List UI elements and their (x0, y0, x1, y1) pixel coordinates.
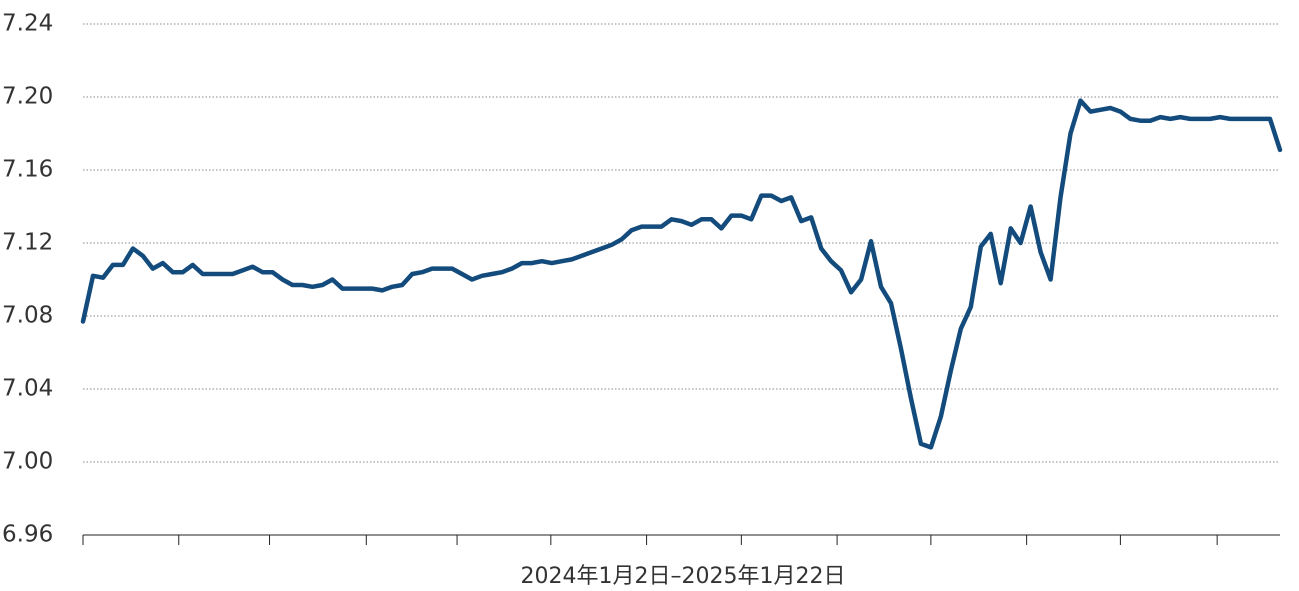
y-tick-label: 7.24 (2, 11, 53, 37)
x-axis-label: 2024年1月2日–2025年1月22日 (521, 564, 846, 589)
y-tick-label: 7.16 (2, 157, 53, 183)
y-tick-label: 7.12 (2, 230, 53, 256)
y-tick-label: 7.08 (2, 303, 53, 329)
y-tick-label: 6.96 (2, 522, 53, 548)
y-tick-label: 7.04 (2, 376, 53, 402)
y-tick-label: 7.00 (2, 449, 53, 475)
line-series (80, 98, 1283, 450)
y-tick-label: 7.20 (2, 84, 53, 110)
